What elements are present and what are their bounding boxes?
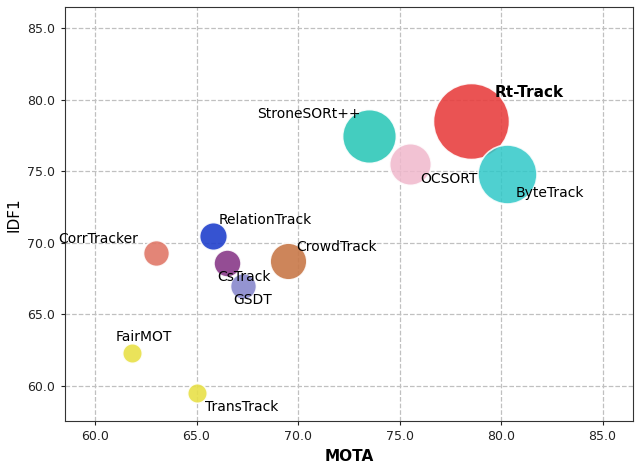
Text: FairMOT: FairMOT (115, 330, 172, 344)
Point (465, 118, 476, 125)
Text: GSDT: GSDT (233, 293, 272, 307)
Point (502, 171, 512, 178)
Text: StroneSORt++: StroneSORt++ (257, 107, 361, 122)
Y-axis label: IDF1: IDF1 (7, 197, 22, 232)
X-axis label: MOTA: MOTA (324, 449, 373, 464)
Point (283, 258, 293, 265)
Text: CrowdTrack: CrowdTrack (296, 240, 376, 254)
Point (238, 282, 248, 290)
Text: TransTrack: TransTrack (205, 400, 278, 414)
Point (151, 249, 161, 257)
Text: CsTrack: CsTrack (217, 270, 270, 284)
Point (364, 132, 374, 139)
Text: CorrTracker: CorrTracker (58, 232, 138, 246)
Point (127, 349, 137, 357)
Point (191, 389, 202, 397)
Text: RelationTrack: RelationTrack (219, 213, 312, 227)
Point (222, 259, 232, 267)
Text: OCSORT: OCSORT (420, 171, 477, 186)
Text: Rt-Track: Rt-Track (495, 85, 564, 100)
Text: ByteTrack: ByteTrack (515, 186, 584, 200)
Point (404, 161, 415, 168)
Point (207, 232, 218, 239)
